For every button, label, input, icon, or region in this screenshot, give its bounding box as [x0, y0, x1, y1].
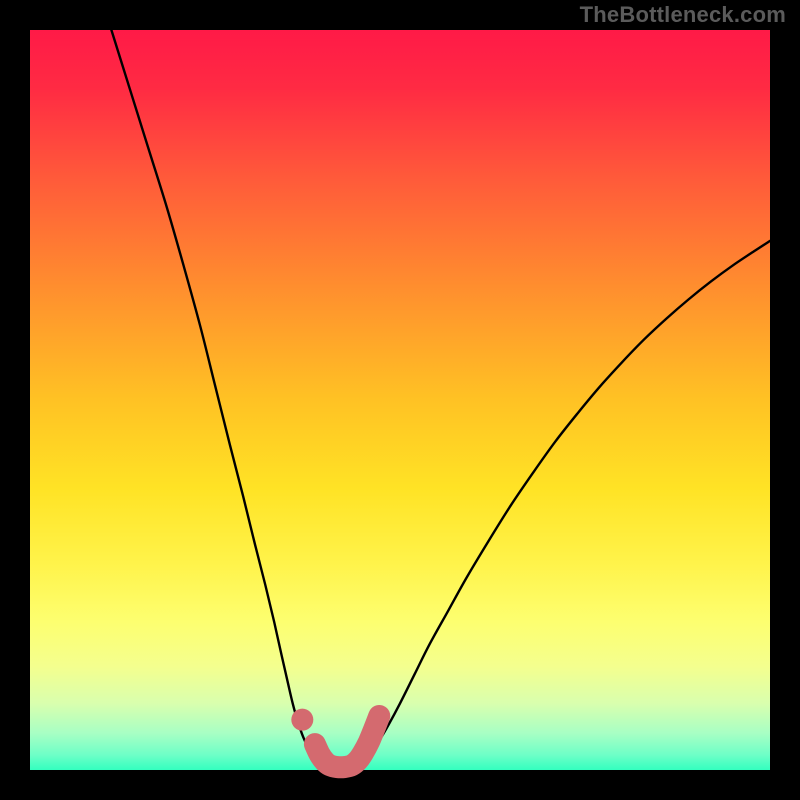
plot-background: [30, 30, 770, 770]
highlight-dot: [291, 709, 313, 731]
chart-stage: TheBottleneck.com: [0, 0, 800, 800]
chart-svg: [0, 0, 800, 800]
